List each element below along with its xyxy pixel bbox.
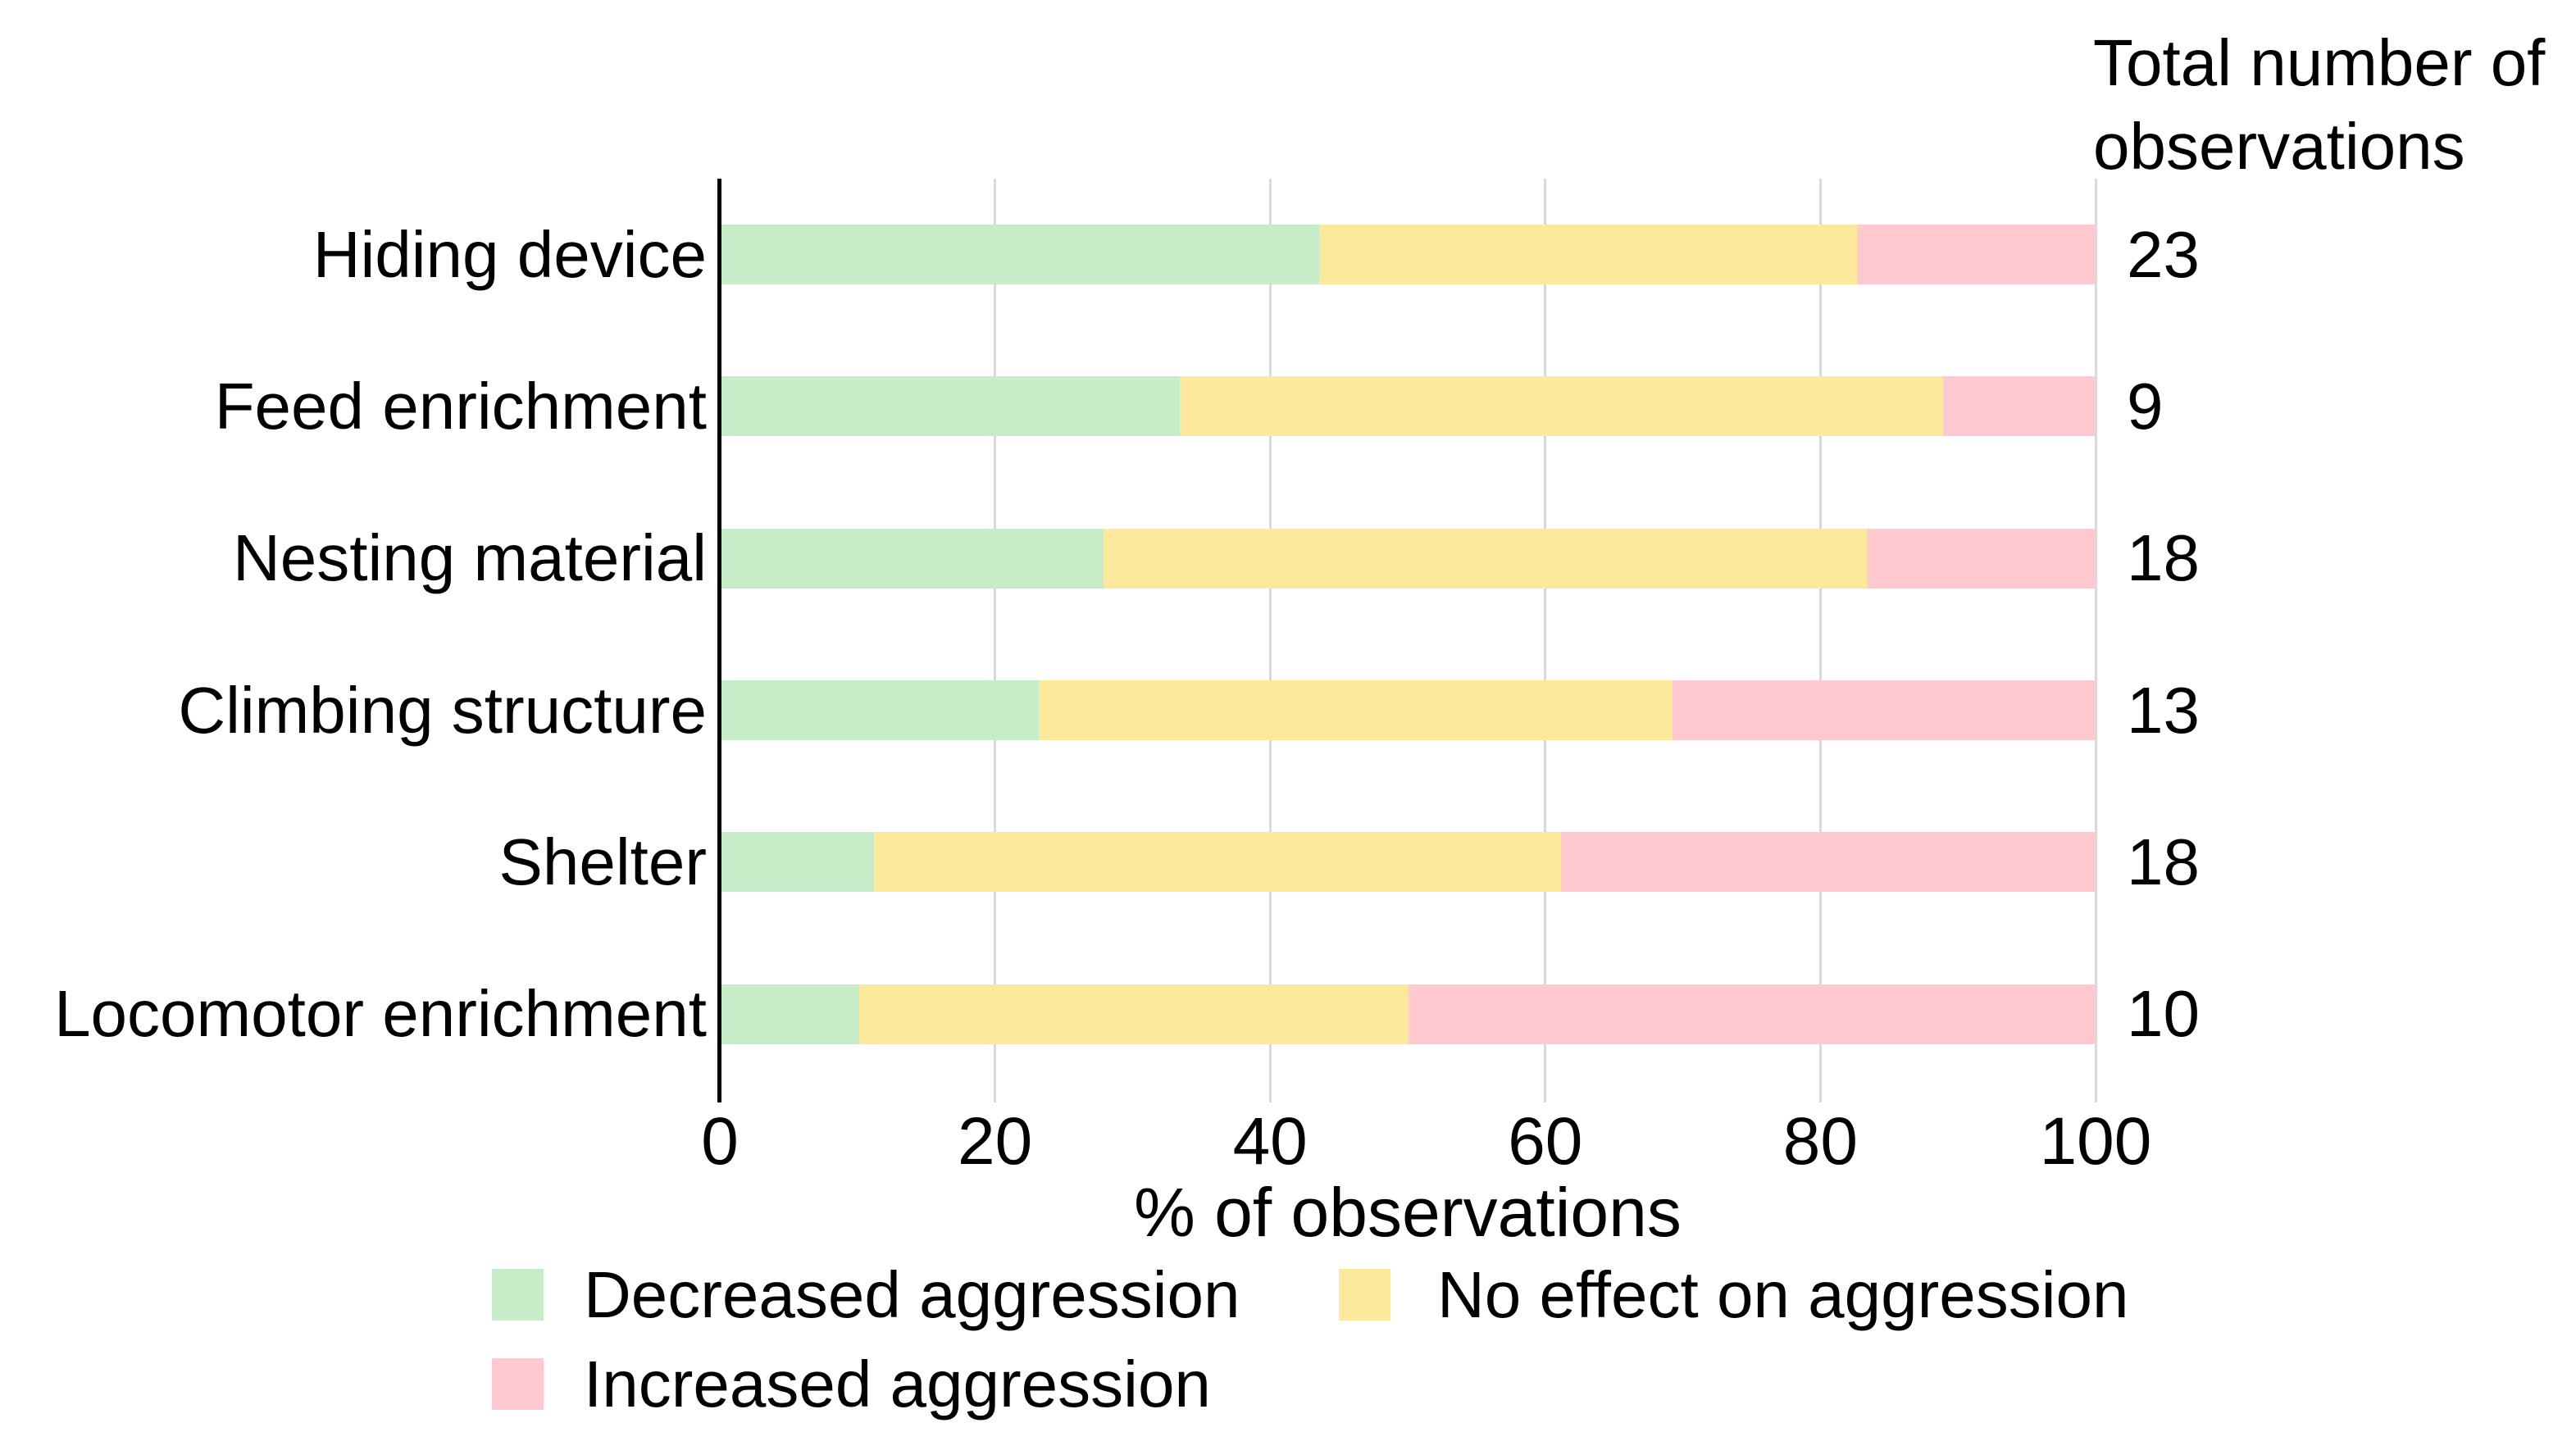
bar-segment bbox=[1179, 376, 1943, 437]
bar-segment bbox=[1038, 680, 1673, 741]
bar-segment bbox=[1942, 376, 2096, 437]
x-tick-label-60: 60 bbox=[1508, 1104, 1583, 1179]
bar-segment bbox=[858, 984, 1409, 1044]
bar-segment bbox=[1318, 225, 1857, 285]
gridline-80 bbox=[1818, 179, 1822, 1102]
category-label: Climbing structure bbox=[178, 673, 707, 747]
bar-segment bbox=[1856, 225, 2096, 285]
total-value: 9 bbox=[2127, 369, 2164, 443]
category-label: Hiding device bbox=[312, 217, 707, 291]
y-axis-line bbox=[717, 179, 721, 1102]
bar-segment bbox=[874, 832, 1562, 893]
category-label: Locomotor enrichment bbox=[54, 977, 707, 1051]
totals-header-line1: Total number of bbox=[2093, 26, 2546, 99]
total-value: 18 bbox=[2127, 825, 2200, 898]
legend-swatch bbox=[1339, 1269, 1390, 1321]
total-value: 18 bbox=[2127, 521, 2200, 595]
bar-segment bbox=[1561, 832, 2096, 893]
bar-segment bbox=[1103, 528, 1867, 589]
total-value: 10 bbox=[2127, 977, 2200, 1051]
x-axis-title: % of observations bbox=[1134, 1174, 1682, 1251]
gridline-40 bbox=[1268, 179, 1272, 1102]
x-tick-label-40: 40 bbox=[1232, 1104, 1308, 1179]
totals-header-line2: observations bbox=[2093, 110, 2465, 183]
bar-segment bbox=[721, 528, 1104, 589]
legend-label: Increased aggression bbox=[584, 1348, 1211, 1421]
bar-segment bbox=[721, 225, 1319, 285]
x-tick-label-0: 0 bbox=[701, 1104, 739, 1179]
category-label: Shelter bbox=[498, 825, 707, 898]
legend-label: No effect on aggression bbox=[1437, 1258, 2129, 1331]
x-tick-label-80: 80 bbox=[1782, 1104, 1858, 1179]
totals-column-header: Total number of observations bbox=[2093, 21, 2545, 189]
bar-segment bbox=[1866, 528, 2096, 589]
x-tick-label-100: 100 bbox=[2039, 1104, 2152, 1179]
bar-segment bbox=[721, 376, 1180, 437]
total-value: 23 bbox=[2127, 217, 2200, 291]
category-label: Nesting material bbox=[232, 521, 707, 595]
bar-segment bbox=[721, 680, 1039, 741]
legend-swatch bbox=[492, 1269, 544, 1321]
legend-swatch bbox=[492, 1358, 544, 1410]
total-value: 13 bbox=[2127, 673, 2200, 747]
bar-segment bbox=[721, 832, 875, 893]
bar-segment bbox=[721, 984, 859, 1044]
x-tick-label-20: 20 bbox=[957, 1104, 1033, 1179]
bar-segment bbox=[1673, 680, 2096, 741]
gridline-60 bbox=[1544, 179, 1547, 1102]
bar-segment bbox=[1409, 984, 2096, 1044]
gridline-100 bbox=[2094, 179, 2097, 1102]
category-label: Feed enrichment bbox=[214, 369, 707, 443]
gridline-20 bbox=[994, 179, 997, 1102]
legend-label: Decreased aggression bbox=[584, 1258, 1240, 1331]
